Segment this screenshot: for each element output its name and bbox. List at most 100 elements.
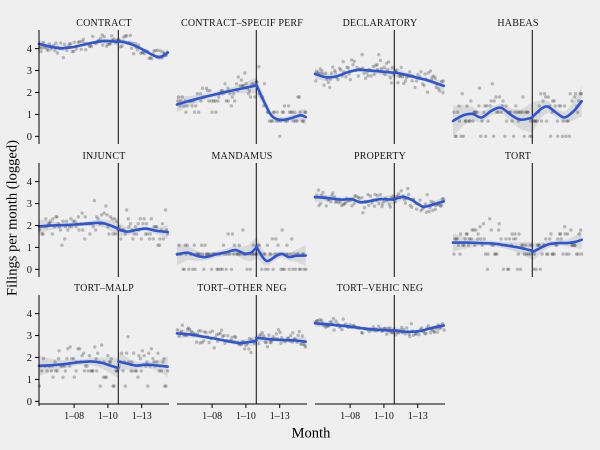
data-point — [331, 191, 335, 195]
data-point — [263, 252, 267, 256]
facet-title: CONTRACT — [76, 18, 132, 29]
data-point — [246, 92, 251, 96]
data-point — [479, 134, 483, 138]
data-point — [503, 134, 507, 138]
data-point — [290, 110, 294, 114]
data-point — [100, 343, 104, 347]
data-point — [269, 119, 273, 123]
data-point — [126, 217, 130, 221]
facet-title: DECLARATORY — [343, 18, 418, 29]
data-point — [289, 252, 293, 256]
data-point — [147, 237, 152, 241]
data-point — [155, 360, 159, 364]
data-point — [55, 51, 60, 55]
data-point — [330, 320, 334, 324]
data-point — [352, 59, 356, 64]
data-point — [328, 320, 332, 324]
data-point — [193, 267, 197, 271]
data-point — [301, 342, 305, 346]
data-point — [271, 267, 275, 271]
data-point — [414, 79, 419, 83]
data-point — [74, 47, 78, 51]
data-point — [138, 217, 142, 221]
data-point — [522, 252, 527, 256]
data-point — [271, 110, 276, 114]
data-point — [156, 243, 160, 247]
data-point — [426, 71, 430, 75]
data-point — [425, 90, 430, 94]
data-point — [339, 68, 343, 72]
data-point — [248, 95, 253, 99]
data-point — [123, 232, 128, 236]
data-point — [404, 76, 409, 80]
data-point — [181, 267, 185, 271]
data-point — [414, 207, 419, 211]
data-point — [176, 95, 181, 99]
data-point — [58, 228, 63, 232]
facet-title: TORT–MALP — [74, 283, 134, 294]
data-point — [289, 110, 293, 114]
data-point — [102, 34, 106, 39]
data-point — [212, 99, 216, 103]
data-point — [303, 343, 307, 347]
data-point — [403, 332, 407, 336]
data-point — [433, 76, 438, 81]
data-point — [382, 65, 386, 69]
data-point — [132, 351, 136, 355]
data-point — [356, 74, 361, 78]
data-point — [505, 119, 509, 123]
data-point — [142, 51, 147, 56]
data-point — [233, 334, 237, 338]
data-point — [103, 375, 107, 379]
data-point — [539, 119, 544, 123]
data-point — [486, 252, 490, 256]
data-point — [442, 328, 446, 332]
data-point — [243, 347, 247, 351]
data-point — [51, 375, 55, 379]
data-point — [120, 44, 124, 48]
data-point — [355, 65, 359, 70]
data-point — [132, 52, 136, 56]
data-point — [537, 104, 541, 108]
data-point — [548, 237, 552, 241]
data-point — [141, 222, 145, 226]
data-point — [525, 110, 529, 114]
data-point — [462, 243, 466, 247]
smooth-line — [313, 321, 396, 333]
y-axis-title: Filings per month (logged) — [4, 140, 21, 296]
data-point — [185, 104, 189, 108]
data-point — [278, 330, 282, 334]
data-point — [123, 384, 128, 388]
data-point — [477, 86, 482, 90]
data-point — [351, 62, 355, 67]
data-point — [91, 225, 96, 229]
data-point — [573, 92, 578, 96]
x-axis-title: Month — [291, 425, 331, 442]
data-point — [280, 110, 284, 114]
data-point — [520, 110, 525, 114]
facet-panel: TORT–MALP — [37, 283, 170, 404]
data-point — [522, 134, 526, 138]
data-point — [142, 217, 146, 221]
data-point — [80, 39, 84, 44]
data-point — [142, 354, 146, 358]
data-point — [357, 196, 361, 201]
data-point — [257, 65, 261, 69]
data-point — [200, 340, 204, 345]
data-point — [228, 92, 232, 96]
data-point — [562, 104, 567, 108]
data-point — [78, 347, 82, 351]
data-point — [176, 99, 180, 103]
data-point — [321, 190, 325, 195]
y-tick-label: 0 — [27, 132, 32, 143]
data-point — [289, 334, 293, 338]
data-point — [320, 319, 324, 323]
data-point — [79, 47, 83, 51]
data-point — [247, 347, 251, 351]
data-point — [544, 95, 548, 99]
smooth-line — [175, 84, 258, 106]
data-point — [478, 225, 482, 229]
data-point — [481, 222, 486, 226]
data-point — [469, 237, 474, 241]
